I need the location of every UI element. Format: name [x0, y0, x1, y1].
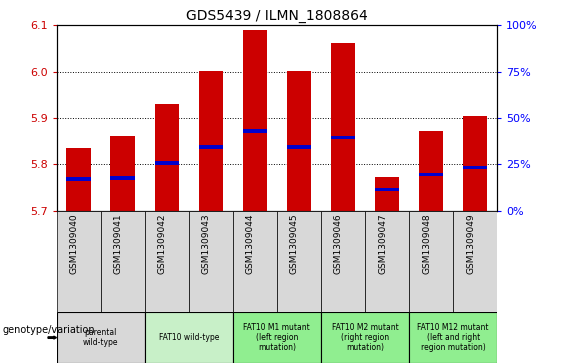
Text: parental
wild-type: parental wild-type	[83, 328, 118, 347]
Text: FAT10 wild-type: FAT10 wild-type	[159, 333, 219, 342]
Bar	[67, 178, 90, 181]
Bar	[145, 211, 189, 312]
Text: GSM1309044: GSM1309044	[246, 213, 255, 274]
Bar	[287, 146, 311, 149]
Text: GSM1309046: GSM1309046	[334, 213, 343, 274]
Bar	[243, 129, 267, 132]
Bar	[67, 148, 90, 211]
Bar	[189, 211, 233, 312]
Bar	[453, 211, 497, 312]
Text: GSM1309048: GSM1309048	[422, 213, 431, 274]
Bar	[409, 312, 497, 363]
Bar	[145, 312, 233, 363]
Bar	[155, 161, 179, 164]
Bar	[101, 211, 145, 312]
Bar	[111, 176, 134, 180]
Bar	[463, 166, 487, 169]
Bar	[233, 211, 277, 312]
Text: GSM1309043: GSM1309043	[202, 213, 211, 274]
Bar	[331, 136, 355, 139]
Bar	[56, 211, 101, 312]
Bar	[233, 312, 321, 363]
Text: GSM1309049: GSM1309049	[466, 213, 475, 274]
Text: GSM1309042: GSM1309042	[158, 213, 167, 274]
Bar	[365, 211, 409, 312]
Bar	[331, 42, 355, 211]
Bar	[287, 71, 311, 211]
Bar	[419, 173, 443, 176]
Text: GSM1309041: GSM1309041	[114, 213, 123, 274]
Text: FAT10 M2 mutant
(right region
mutation): FAT10 M2 mutant (right region mutation)	[332, 323, 398, 352]
Bar	[321, 211, 365, 312]
Bar	[277, 211, 321, 312]
Text: FAT10 M12 mutant
(left and right
region mutation): FAT10 M12 mutant (left and right region …	[418, 323, 489, 352]
Bar	[199, 71, 223, 211]
Text: GSM1309045: GSM1309045	[290, 213, 299, 274]
Bar	[155, 104, 179, 211]
Bar	[56, 312, 145, 363]
Bar	[199, 146, 223, 149]
Title: GDS5439 / ILMN_1808864: GDS5439 / ILMN_1808864	[186, 9, 368, 23]
Text: FAT10 M1 mutant
(left region
mutation): FAT10 M1 mutant (left region mutation)	[244, 323, 310, 352]
Bar	[375, 177, 399, 211]
Bar	[321, 312, 409, 363]
Text: genotype/variation: genotype/variation	[3, 325, 95, 335]
Text: GSM1309040: GSM1309040	[69, 213, 79, 274]
Text: GSM1309047: GSM1309047	[378, 213, 387, 274]
Bar	[409, 211, 453, 312]
Bar	[419, 131, 443, 211]
Bar	[111, 135, 134, 211]
Bar	[375, 188, 399, 191]
Bar	[463, 116, 487, 211]
Bar	[243, 30, 267, 211]
